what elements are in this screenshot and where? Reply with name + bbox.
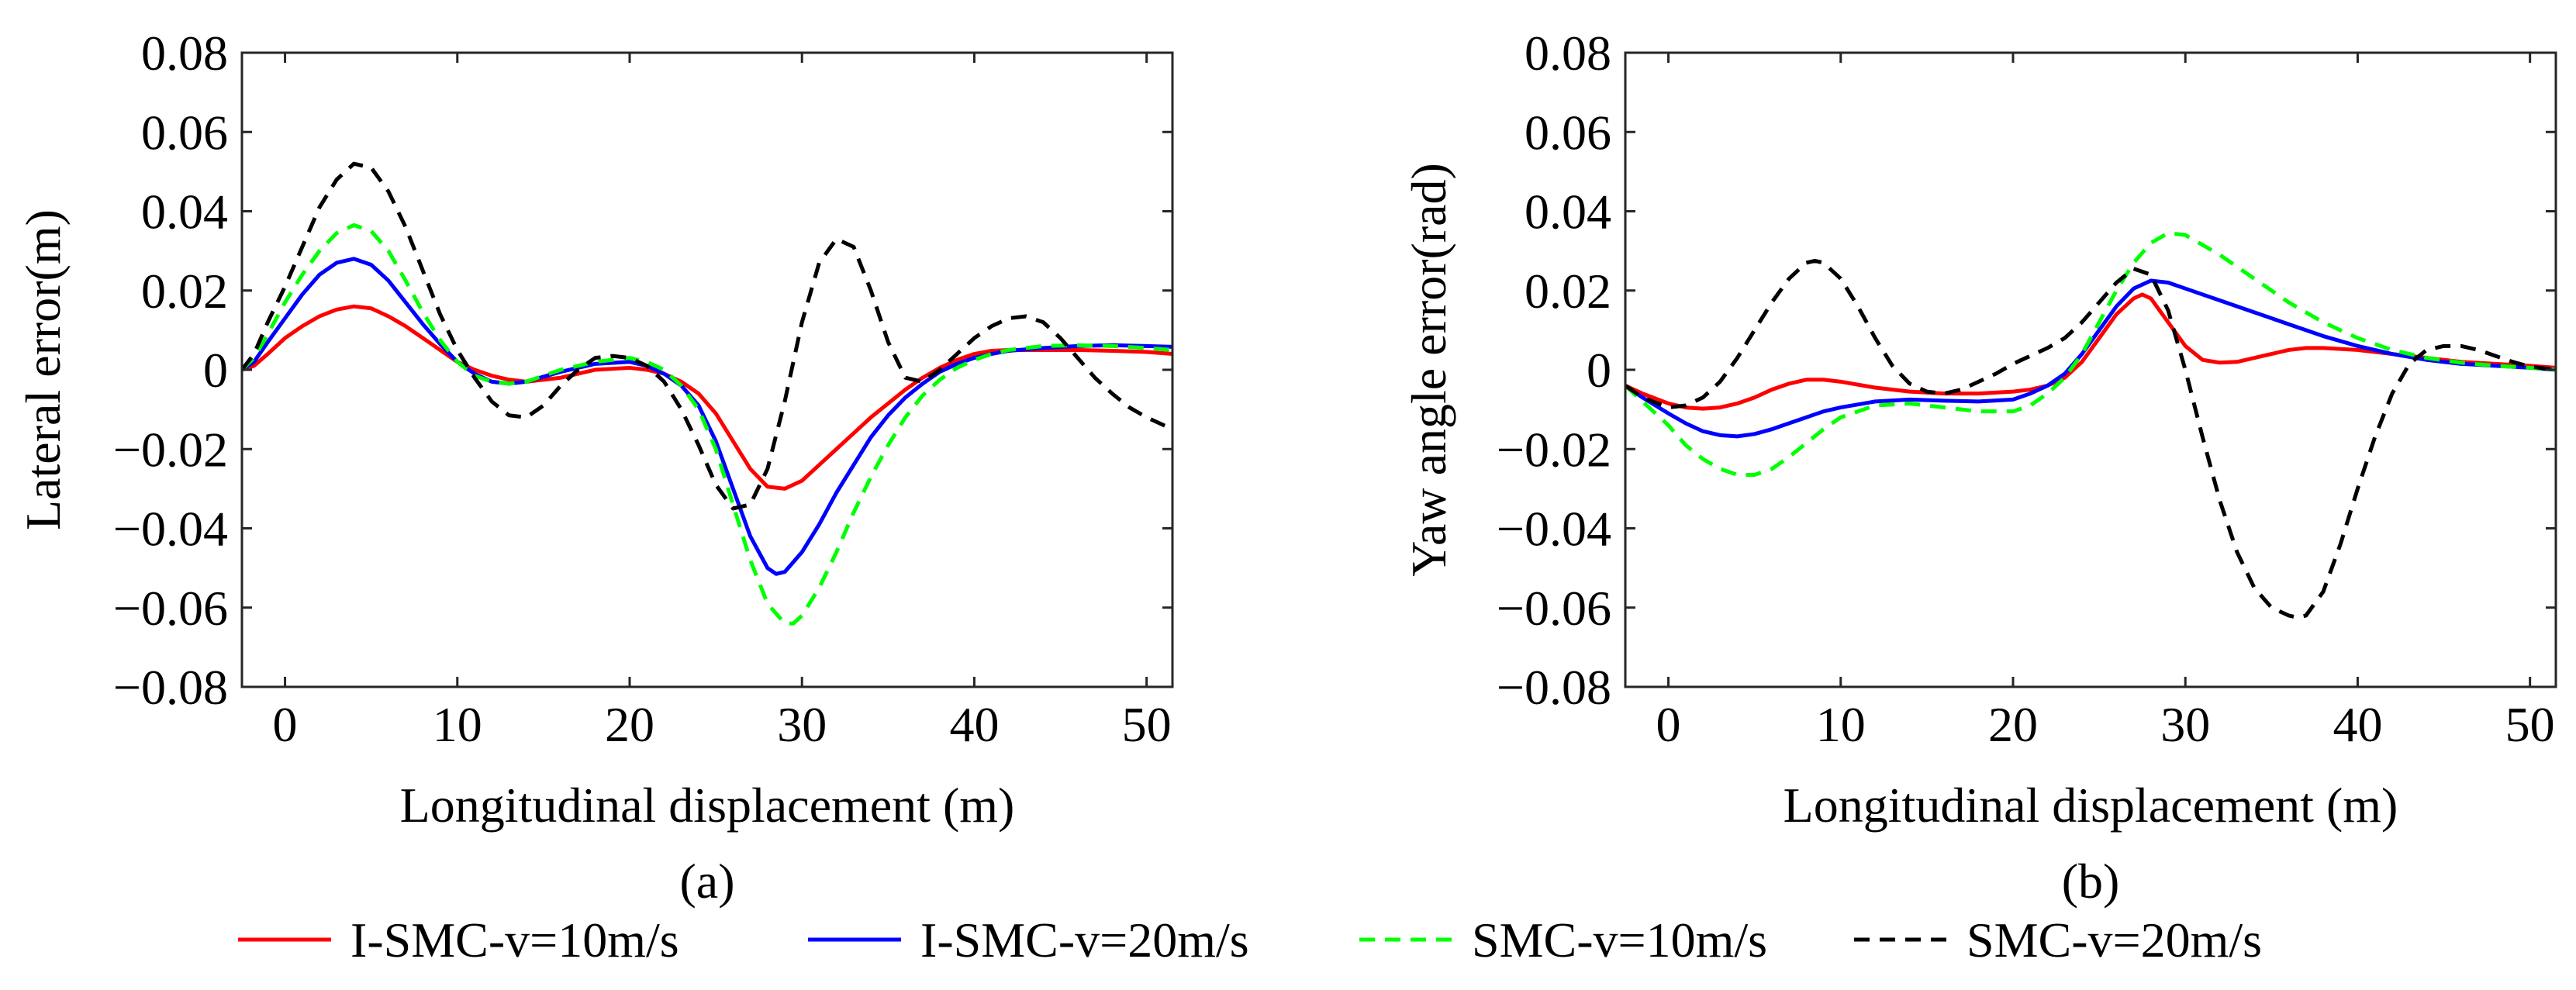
y-tick-label-a: −0.08 [113, 660, 228, 715]
y-tick-label-a: 0.02 [141, 264, 228, 319]
panel-caption-a: (a) [679, 854, 734, 909]
x-tick-label-b: 30 [2160, 697, 2210, 752]
x-tick-label-b: 10 [1816, 697, 1866, 752]
y-tick-label-a: 0.08 [141, 26, 228, 81]
x-tick-label-b: 40 [2333, 697, 2382, 752]
x-tick-label-a: 10 [433, 697, 482, 752]
y-tick-label-b: −0.08 [1497, 660, 1611, 715]
legend-label-3: SMC-v=10m/s [1472, 912, 1767, 968]
y-tick-label-a: −0.04 [113, 502, 228, 557]
y-axis-title-b: Yaw angle error(rad) [1401, 163, 1456, 577]
x-tick-label-a: 20 [605, 697, 654, 752]
y-axis-title-a: Lateral error(m) [16, 209, 71, 530]
y-tick-label-b: −0.06 [1497, 581, 1611, 636]
y-tick-label-a: −0.06 [113, 581, 228, 636]
legend-label-2: I-SMC-v=20m/s [920, 912, 1249, 968]
series-line-b-2 [1625, 278, 2556, 439]
y-tick-label-b: 0.04 [1525, 185, 1611, 240]
y-tick-label-b: −0.04 [1497, 502, 1611, 557]
panel-b: 0 10 20 30 40 50 −0.08 −0.06 −0.04 −0.02 0 0.02 0.04… [1401, 26, 2557, 909]
x-axis-title-b: Longitudinal displacement (m) [1784, 778, 2398, 833]
series-line-a-1 [242, 304, 1172, 491]
y-tick-label-b: 0 [1587, 343, 1611, 398]
series-line-a-4 [242, 161, 1172, 511]
y-tick-label-a: 0 [203, 343, 228, 398]
y-tick-label-b: 0.06 [1525, 105, 1611, 160]
panel-a: 0 10 20 30 40 50 −0.08 −0.06 −0.04 −0.02 0 0.02 0.04… [16, 26, 1174, 909]
y-tick-label-a: 0.06 [141, 105, 228, 160]
x-tick-label-b: 20 [1988, 697, 2038, 752]
x-tick-label-a: 50 [1122, 697, 1172, 752]
series-line-a-2 [242, 257, 1172, 576]
x-axis-title-a: Longitudinal displacement (m) [400, 778, 1015, 833]
x-tick-label-a: 0 [273, 697, 298, 752]
y-tick-label-a: 0.04 [141, 185, 228, 240]
axes-frame-a [240, 51, 1174, 688]
legend-label-4: SMC-v=20m/s [1967, 912, 2262, 968]
x-tick-label-a: 40 [949, 697, 999, 752]
y-tick-label-b: 0.02 [1525, 264, 1611, 319]
series-line-b-3 [1625, 231, 2556, 477]
series-line-a-3 [242, 222, 1172, 626]
y-tick-label-b: 0.08 [1525, 26, 1611, 81]
x-tick-label-b: 50 [2505, 697, 2555, 752]
x-tick-label-a: 30 [777, 697, 827, 752]
axes-frame-b [1624, 51, 2557, 688]
series-line-b-1 [1625, 292, 2556, 411]
y-tick-label-a: −0.02 [113, 422, 228, 477]
panel-caption-b: (b) [2062, 854, 2120, 909]
legend-label-1: I-SMC-v=10m/s [350, 912, 679, 968]
y-tick-label-b: −0.02 [1497, 422, 1611, 477]
series-line-b-4 [1625, 258, 2556, 620]
x-tick-label-b: 0 [1656, 697, 1681, 752]
legend: I-SMC-v=10m/s I-SMC-v=20m/s SMC-v=10m/s SMC… [238, 912, 2262, 968]
